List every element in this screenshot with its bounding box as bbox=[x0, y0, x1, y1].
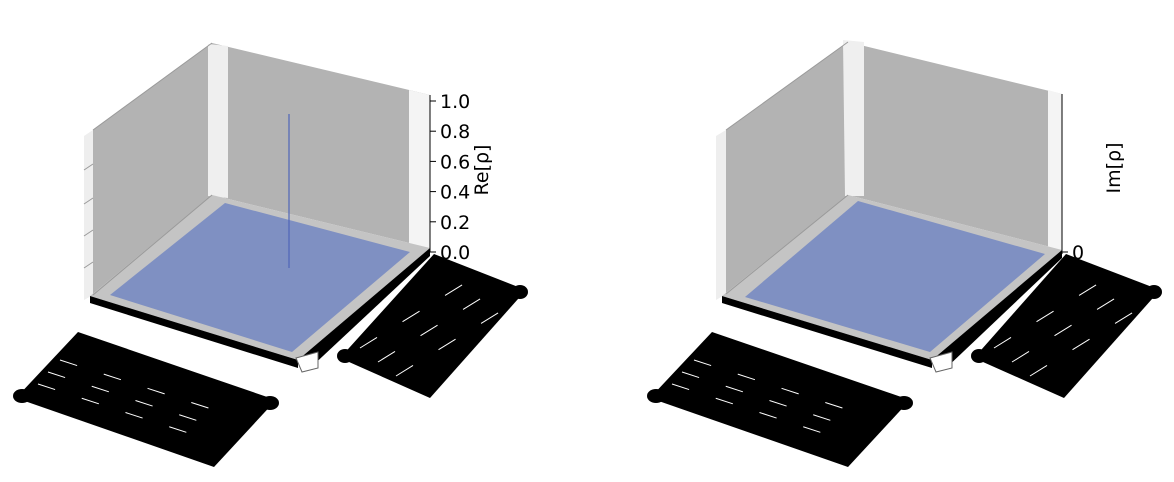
x-tick-labels bbox=[647, 332, 913, 467]
floor-right-edge bbox=[932, 250, 1062, 370]
z-axis-label: Im[ρ] bbox=[1103, 143, 1125, 194]
z-ticks: 0.0 0.2 0.4 0.6 0.8 1.0 bbox=[430, 91, 470, 264]
back-left-pane bbox=[726, 42, 848, 294]
floor-front-edge bbox=[722, 296, 932, 368]
floor-right-edge bbox=[298, 248, 430, 370]
back-right-pane bbox=[212, 43, 430, 248]
z-tick-label: 1.0 bbox=[440, 91, 470, 113]
z-axis-label: Re[ρ] bbox=[471, 145, 493, 196]
re-rho-plot: 0.0 0.2 0.4 0.6 0.8 1.0 Re[ρ] bbox=[13, 42, 528, 467]
z-tick-label: 0.0 bbox=[440, 242, 470, 264]
right-edge-strip bbox=[1048, 90, 1062, 252]
right-edge-strip bbox=[409, 90, 430, 250]
back-corner-strip bbox=[843, 40, 864, 196]
back-left-pane bbox=[93, 43, 212, 295]
y-tick-labels bbox=[337, 254, 528, 398]
im-rho-plot: 0 Im[ρ] bbox=[647, 40, 1162, 467]
left-edge-strip bbox=[84, 130, 93, 300]
floor-corner-box bbox=[295, 351, 319, 373]
base-surface bbox=[110, 203, 410, 352]
floor-corner-box bbox=[929, 351, 953, 373]
back-right-pane bbox=[848, 42, 1062, 250]
left-grid bbox=[83, 42, 213, 296]
base-surface bbox=[745, 201, 1045, 352]
z-tick-label: 0.4 bbox=[440, 182, 470, 204]
z-tick-label: 0.2 bbox=[440, 212, 470, 234]
floor-front-edge bbox=[90, 296, 298, 368]
z-tick-label: 0.8 bbox=[440, 121, 470, 143]
back-corner-strip bbox=[208, 44, 228, 198]
left-grid bbox=[725, 41, 849, 295]
y-tick-labels bbox=[971, 254, 1162, 398]
left-edge-strip bbox=[716, 130, 726, 300]
z-tick-label: 0.6 bbox=[440, 151, 470, 173]
x-tick-labels bbox=[13, 332, 279, 467]
